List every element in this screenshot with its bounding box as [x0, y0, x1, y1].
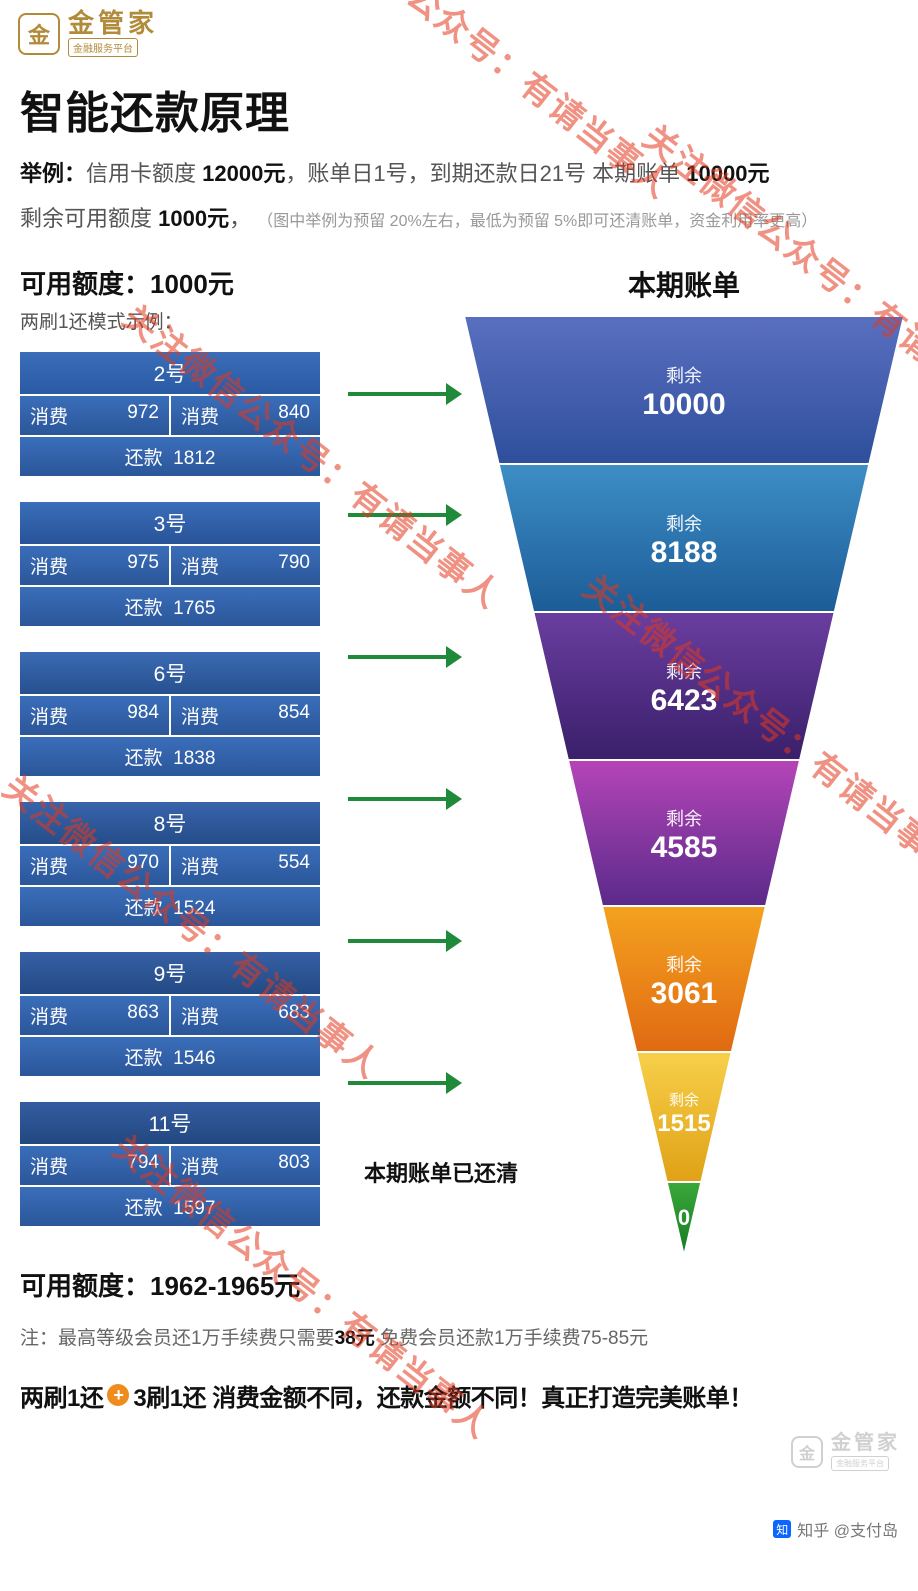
consume-cell: 消费554 — [171, 844, 320, 885]
funnel-segment-label: 剩余8188 — [464, 510, 904, 570]
consume-cell: 消费683 — [171, 994, 320, 1035]
arrow-icon — [348, 797, 448, 801]
consume-cell: 消费970 — [20, 844, 171, 885]
funnel-segment-label: 剩余10000 — [464, 362, 904, 422]
available-credit-top: 可用额度：1000元 — [20, 264, 331, 301]
repay-cell: 还款 1546 — [20, 1035, 320, 1076]
funnel-segment-label: 0 — [464, 1205, 904, 1231]
day-card: 3号消费975消费790还款 1765 — [20, 502, 320, 626]
card-date: 6号 — [20, 652, 320, 694]
available-credit-bottom: 可用额度：1962-1965元 — [0, 1264, 918, 1309]
repay-cell: 还款 1765 — [20, 585, 320, 626]
zhihu-attribution: 知 知乎 @支付岛 — [773, 1517, 898, 1541]
funnel-column: 本期账单 剩余10000 剩余8188 剩余6423 剩余4585 剩余3061 剩余15… — [464, 264, 904, 1256]
day-card: 2号消费972消费840还款 1812 — [20, 352, 320, 476]
arrow-icon — [348, 513, 448, 517]
card-date: 2号 — [20, 352, 320, 394]
zhihu-icon: 知 — [773, 1520, 791, 1538]
card-date: 9号 — [20, 952, 320, 994]
day-card: 9号消费863消费683还款 1546 — [20, 952, 320, 1076]
consume-cell: 消费972 — [20, 394, 171, 435]
funnel-segment-label: 剩余6423 — [464, 658, 904, 718]
funnel-title: 本期账单 — [464, 264, 904, 304]
arrow-icon — [348, 655, 448, 659]
intro-line-2: 剩余可用额度 1000元， （图中举例为预留 20%左右，最低为预留 5%即可还… — [0, 196, 918, 241]
day-card: 11号消费794消费803还款 1597 — [20, 1102, 320, 1226]
left-column: 可用额度：1000元 两刷1还模式示例： 2号消费972消费840还款 1812… — [20, 264, 331, 1256]
brand-sub: 金融服务平台 — [68, 38, 138, 57]
funnel-segment-label: 剩余1515 — [464, 1089, 904, 1138]
consume-cell: 消费840 — [171, 394, 320, 435]
day-card: 6号消费984消费854还款 1838 — [20, 652, 320, 776]
consume-cell: 消费975 — [20, 544, 171, 585]
repay-cell: 还款 1524 — [20, 885, 320, 926]
consume-cell: 消费790 — [171, 544, 320, 585]
page-title: 智能还款原理 — [0, 63, 918, 151]
repay-cell: 还款 1597 — [20, 1185, 320, 1226]
bottom-slogan: 两刷1还 + 3刷1还 消费金额不同，还款金额不同！真正打造完美账单！ — [0, 1360, 918, 1413]
consume-cell: 消费794 — [20, 1144, 171, 1185]
consume-cell: 消费803 — [171, 1144, 320, 1185]
arrow-icon — [348, 939, 448, 943]
brand-logo: 金 金管家 金融服务平台 — [0, 0, 918, 63]
brand-logo-footer: 金 金管家 金融服务平台 — [791, 1433, 900, 1471]
consume-cell: 消费854 — [171, 694, 320, 735]
card-date: 3号 — [20, 502, 320, 544]
intro-line-1: 举例：信用卡额度 12000元，账单日1号，到期还款日21号 本期账单 1000… — [0, 151, 918, 196]
shield-icon: 金 — [18, 13, 60, 55]
plus-icon: + — [107, 1384, 129, 1406]
arrow-icon — [348, 1081, 448, 1085]
arrow-column — [339, 264, 456, 1256]
arrow-icon — [348, 392, 448, 396]
brand-name: 金管家 — [68, 10, 158, 36]
funnel-segment-label: 剩余4585 — [464, 805, 904, 865]
funnel-segment-label: 剩余3061 — [464, 951, 904, 1011]
repay-cell: 还款 1812 — [20, 435, 320, 476]
fee-note: 注：最高等级会员还1万手续费只需要38元 免费会员还款1万手续费75-85元 — [0, 1309, 918, 1360]
card-date: 8号 — [20, 802, 320, 844]
consume-cell: 消费863 — [20, 994, 171, 1035]
consume-cell: 消费984 — [20, 694, 171, 735]
day-card: 8号消费970消费554还款 1524 — [20, 802, 320, 926]
card-date: 11号 — [20, 1102, 320, 1144]
repay-cell: 还款 1838 — [20, 735, 320, 776]
cleared-label: 本期账单已还清 — [364, 1156, 518, 1188]
mode-label: 两刷1还模式示例： — [20, 307, 331, 334]
